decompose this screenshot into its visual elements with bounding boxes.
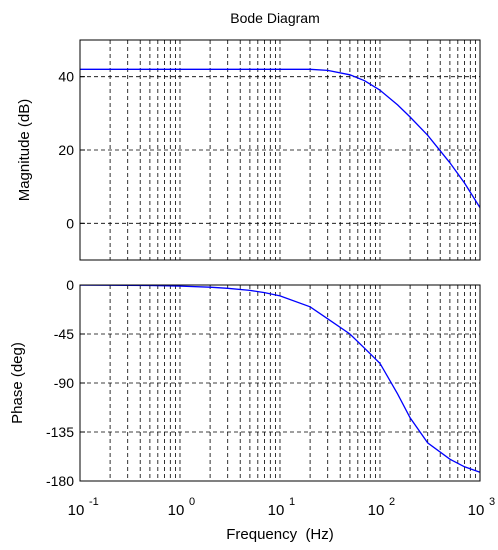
- magnitude-plot: 40 20 0 Magnitude (dB): [16, 39, 481, 261]
- x-tick-exponent: 1: [289, 496, 295, 508]
- frequency-x-label: Frequency (Hz): [226, 526, 334, 543]
- magnitude-curve: [80, 68, 481, 208]
- x-tick-label: 10: [268, 502, 285, 519]
- x-tick-exponent: 2: [389, 496, 395, 508]
- magnitude-grid: [80, 40, 480, 260]
- phase-y-tick-label: -90: [54, 375, 74, 391]
- x-tick-exponent: -1: [89, 496, 99, 508]
- x-tick-label: 10: [368, 502, 385, 519]
- x-tick-label: 10: [168, 502, 185, 519]
- chart-title: Bode Diagram: [230, 10, 320, 26]
- phase-y-tick-label: -45: [54, 326, 74, 342]
- phase-y-label: Phase (deg): [9, 342, 26, 424]
- magnitude-y-ticks: 40 20 0: [58, 69, 85, 231]
- x-tick-exponent: 3: [489, 496, 495, 508]
- phase-y-tick-label: -135: [46, 424, 74, 440]
- x-tick-label: 10: [68, 502, 85, 519]
- phase-curve: [79, 284, 481, 473]
- magnitude-y-tick-label: 0: [66, 215, 74, 231]
- phase-y-tick-label: 0: [66, 277, 74, 293]
- x-tick-label: 10: [468, 502, 485, 519]
- x-tick-exponent: 0: [189, 496, 195, 508]
- phase-y-tick-label: -180: [46, 473, 74, 489]
- frequency-x-ticks: 10 -1 10 0 10 1 10 2 10 3: [68, 496, 495, 519]
- phase-plot: 0 -45 -90 -135 -180 10 -1 10 0 10 1 10 2 10 3 Phase (…: [9, 277, 495, 543]
- phase-y-ticks: 0 -45 -90 -135 -180: [46, 277, 85, 489]
- magnitude-y-label: Magnitude (dB): [16, 99, 33, 202]
- magnitude-y-tick-label: 20: [58, 142, 74, 158]
- magnitude-y-tick-label: 40: [58, 69, 74, 85]
- phase-grid: [80, 285, 480, 481]
